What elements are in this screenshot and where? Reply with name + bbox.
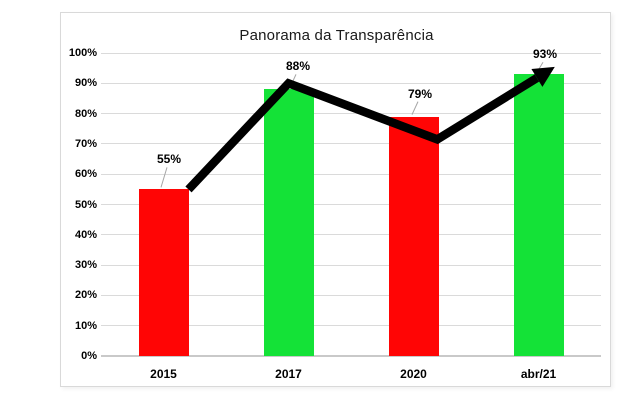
gridline-0% [101, 355, 601, 357]
leader-line [536, 61, 544, 73]
x-axis-label-abr-21: abr/21 [520, 367, 557, 381]
gridline-30% [101, 264, 601, 266]
x-axis-label-2015: 2015 [150, 367, 177, 381]
bar-2015 [138, 189, 189, 356]
y-axis-tick-label: 20% [74, 289, 97, 302]
x-axis-label-2020: 2020 [400, 367, 427, 381]
gridline-100% [101, 52, 601, 54]
y-axis-tick-label: 50% [74, 198, 97, 211]
bar-abr-21 [513, 74, 564, 356]
gridline-40% [101, 234, 601, 236]
y-axis-tick-label: 70% [74, 137, 97, 150]
chart-title: Panorama da Transparência [239, 27, 434, 44]
y-axis-tick-label: 30% [74, 259, 97, 272]
gridline-10% [101, 325, 601, 327]
gridline-50% [101, 204, 601, 205]
data-label-2015: 55% [156, 152, 182, 167]
y-axis-tick-label: 40% [74, 228, 97, 241]
y-axis-tick-label: 100% [68, 47, 97, 59]
y-axis-tick-label: 10% [74, 319, 97, 332]
data-label-2020: 79% [407, 86, 433, 101]
leader-line [289, 74, 297, 88]
gridline-20% [101, 294, 601, 296]
x-axis-label-2017: 2017 [275, 367, 302, 381]
bar-2017 [263, 89, 314, 356]
trend-line [185, 74, 540, 193]
data-label-2017: 88% [285, 59, 311, 74]
y-axis-tick-label: 80% [74, 107, 97, 120]
y-axis-tick-label: 60% [74, 168, 97, 181]
bar-2020 [388, 116, 439, 356]
y-axis-tick-label: 90% [74, 77, 97, 90]
data-label-abr-21: 93% [532, 47, 558, 62]
leader-line [160, 167, 168, 188]
chart-panel: Panorama da Transparência 0% 10% 20% 30% 40%… [60, 12, 611, 387]
y-axis-tick-label: 0% [81, 350, 97, 362]
